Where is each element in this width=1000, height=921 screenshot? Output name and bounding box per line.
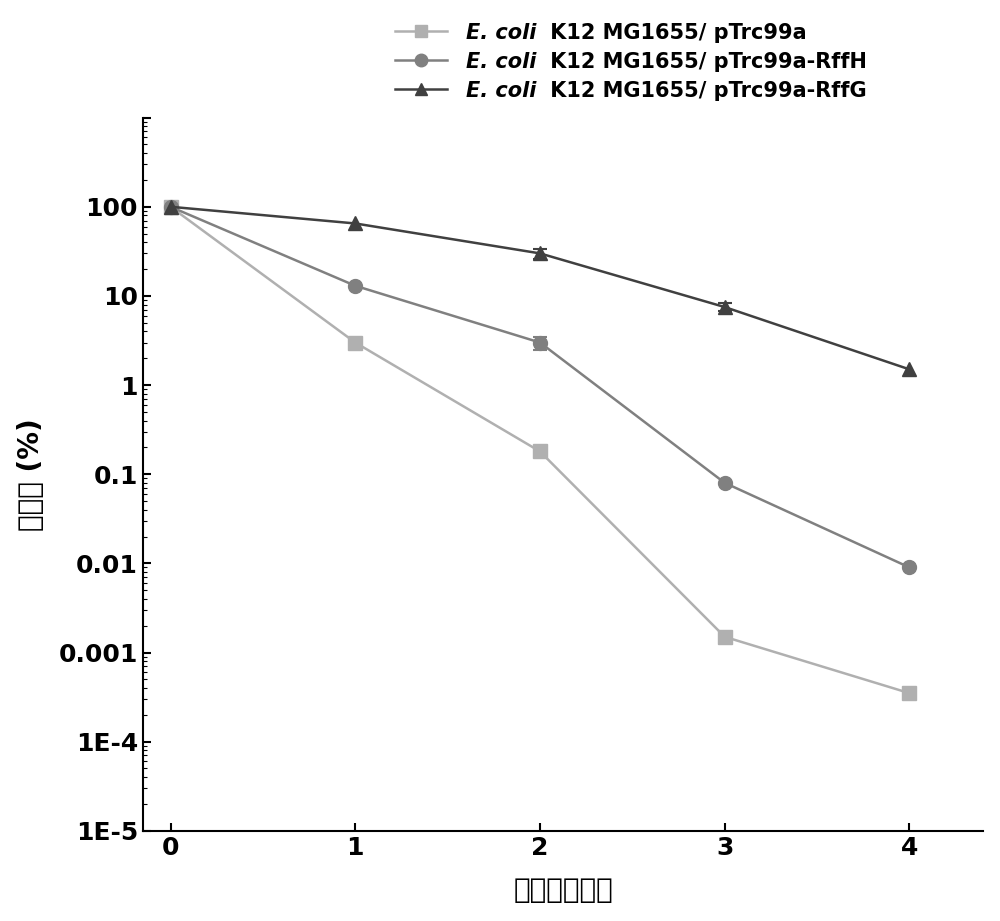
Legend: E. coli K12 MG1655/ pTrc99a, E. coli K12 MG1655/ pTrc99a-RffH, E. coli K12 MG165: E. coli K12 MG1655/ pTrc99a, E. coli K12… [389, 17, 860, 107]
Text: K12 MG1655/ pTrc99a-RffG: K12 MG1655/ pTrc99a-RffG [543, 81, 866, 100]
Text: E. coli: E. coli [466, 81, 537, 100]
Text: E. coli: E. coli [466, 23, 537, 43]
Text: K12 MG1655/ pTrc99a: K12 MG1655/ pTrc99a [543, 23, 806, 43]
Text: E. coli: E. coli [466, 52, 537, 72]
Y-axis label: 存活率 (%): 存活率 (%) [17, 418, 45, 530]
Text: K12 MG1655/ pTrc99a-RffH: K12 MG1655/ pTrc99a-RffH [543, 52, 866, 72]
X-axis label: 时间（小时）: 时间（小时） [513, 877, 613, 904]
